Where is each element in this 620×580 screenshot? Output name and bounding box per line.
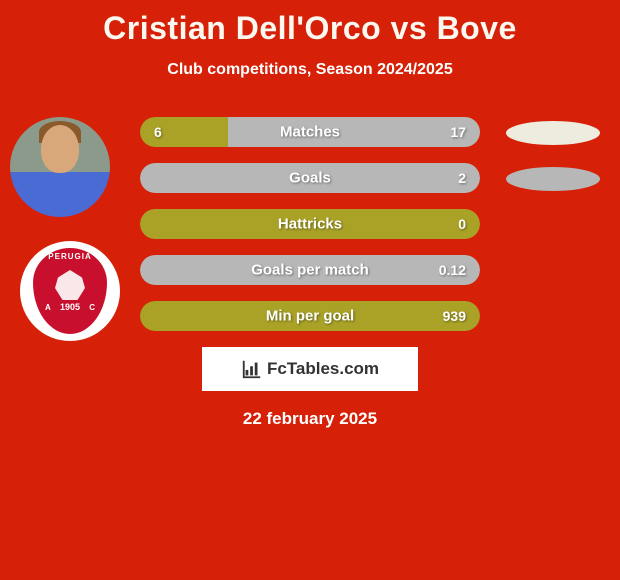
stat-bar: Min per goal 939 [140,301,480,331]
stat-bars: 6 Matches 17 Goals 2 Hattricks 0 Goals per matc… [140,99,480,331]
side-dots [506,121,600,213]
avatars: PERUGIA AC 1905 [10,117,120,365]
chart-icon [241,358,263,380]
stat-value-right: 17 [450,124,466,140]
stat-bar: 6 Matches 17 [140,117,480,147]
page-title: Cristian Dell'Orco vs Bove [0,0,620,47]
stat-label: Goals per match [251,262,369,279]
player-avatar [10,117,110,217]
content: PERUGIA AC 1905 6Matches17Goals2Hattrick… [0,99,620,331]
stat-bar: Goals 2 [140,163,480,193]
stat-value-right: 939 [443,308,466,324]
club-name: PERUGIA [48,252,91,261]
club-badge: PERUGIA AC 1905 [20,241,120,341]
stat-value-right: 0 [458,216,466,232]
stat-label: Min per goal [266,308,354,325]
stat-bar: Hattricks 0 [140,209,480,239]
watermark: FcTables.com [202,347,418,391]
stat-value-right: 2 [458,170,466,186]
dot-indicator [506,167,600,191]
dot-indicator [506,121,600,145]
stat-bar: Goals per match 0.12 [140,255,480,285]
stat-label: Hattricks [278,216,342,233]
subtitle: Club competitions, Season 2024/2025 [0,61,620,79]
date: 22 february 2025 [0,409,620,429]
watermark-text: FcTables.com [267,359,379,379]
griffin-icon [55,270,85,300]
stat-value-left: 6 [154,124,162,140]
stat-label: Goals [289,170,331,187]
stat-label: Matches [280,124,340,141]
comparison-card: Cristian Dell'Orco vs Bove Club competit… [0,0,620,580]
stat-value-right: 0.12 [439,262,466,278]
